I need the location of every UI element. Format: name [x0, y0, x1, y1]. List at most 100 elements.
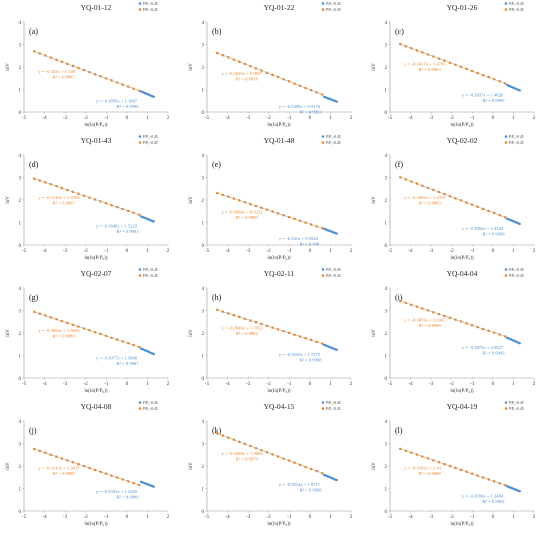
x-tick-label: 0	[309, 249, 312, 254]
x-tick-label: -1	[470, 515, 475, 520]
orange-point	[487, 329, 490, 333]
orange-point	[465, 470, 468, 474]
orange-point	[243, 442, 247, 446]
chart-panel-yq-01-12: YQ-01-12 (a) 0 1 2 3 4 -5 -4 -3 -2 -1 0 1 2 ln(ln(P/P₀)…	[6, 2, 170, 128]
x-tick-label: 1	[329, 249, 332, 254]
panel-label: (h)	[212, 293, 222, 302]
y-tick-label: 0	[202, 244, 205, 249]
y-tick-label: 4	[385, 21, 388, 26]
chart-title: YQ-02-11	[264, 269, 295, 278]
orange-point	[71, 190, 75, 194]
blue-equation: y = -0.3873x + 2.0527	[462, 345, 504, 350]
y-tick-label: 1	[202, 221, 205, 226]
orange-point	[132, 211, 135, 215]
y-tick-label: 1	[385, 354, 388, 359]
y-tick-label: 4	[385, 154, 388, 159]
orange-point	[216, 308, 219, 312]
orange-point	[432, 55, 435, 58]
orange-point	[137, 213, 141, 216]
orange-point	[320, 226, 324, 230]
orange-point	[465, 322, 468, 325]
orange-point	[38, 179, 42, 182]
orange-point	[476, 474, 479, 477]
orange-point	[410, 47, 413, 50]
chart-title: YQ-01-43	[81, 136, 112, 145]
orange-point	[126, 342, 130, 345]
orange-point	[399, 299, 402, 303]
x-tick-label: 2	[533, 515, 536, 520]
x-tick-label: -4	[408, 116, 413, 121]
orange-point	[287, 331, 291, 335]
y-tick-label: 0	[385, 377, 388, 382]
orange-point	[49, 183, 53, 186]
orange-point	[432, 310, 435, 314]
panel-label: (l)	[395, 426, 403, 435]
orange-r2: R² = 0.9979	[236, 457, 259, 462]
orange-point	[415, 453, 419, 456]
orange-point	[93, 72, 97, 76]
x-tick-label: -2	[450, 116, 455, 121]
orange-point	[410, 180, 413, 183]
x-tick-label: 1	[329, 116, 332, 121]
orange-point	[309, 88, 313, 92]
blue-equation: y = -0.3814x + 1.8711	[279, 482, 321, 487]
orange-point	[44, 181, 47, 184]
legend-label-orange: P/P₀<0.45	[509, 8, 524, 12]
x-tick-label: -4	[42, 382, 47, 387]
orange-point	[271, 326, 274, 329]
orange-point	[232, 197, 236, 200]
orange-point	[249, 202, 252, 206]
x-tick-label: 2	[533, 249, 536, 254]
x-tick-label: 1	[146, 116, 149, 121]
orange-point	[44, 314, 47, 317]
orange-point	[66, 188, 69, 192]
orange-point	[115, 81, 119, 84]
x-tick-label: -1	[287, 249, 292, 254]
legend-label-orange: P/P₀<0.45	[509, 407, 524, 411]
orange-point	[121, 478, 124, 481]
orange-point	[448, 61, 452, 64]
orange-equation: y = -0.2946x + 1.7053	[221, 326, 263, 331]
legend-label-orange: P/P₀<0.45	[326, 8, 341, 12]
orange-point	[33, 447, 36, 451]
orange-point	[265, 208, 269, 211]
blue-equation: y = -0.3502x + 1.5405	[96, 489, 138, 494]
y-tick-label: 2	[385, 465, 388, 470]
x-axis-label: ln(ln(P/P₀))	[267, 256, 290, 261]
orange-point	[304, 465, 307, 469]
y-axis-label: lnV	[6, 462, 11, 470]
orange-point	[315, 225, 318, 228]
orange-point	[271, 210, 274, 213]
orange-point	[254, 321, 258, 324]
blue-point	[335, 348, 338, 352]
legend-marker-orange	[504, 407, 508, 410]
blue-point	[152, 352, 155, 356]
orange-r2: R² = 0.9982	[236, 331, 259, 336]
chart-panel-yq-02-07: YQ-02-07 (g) 0 1 2 3 4 -5 -4 -3 -2 -1 0 1 2 ln(ln(P/P₀)…	[6, 268, 170, 394]
orange-point	[232, 58, 236, 61]
orange-point	[399, 42, 402, 46]
y-tick-label: 1	[385, 88, 388, 93]
orange-point	[410, 451, 413, 454]
y-tick-label: 0	[202, 377, 205, 382]
orange-point	[287, 459, 291, 462]
orange-point	[221, 310, 225, 313]
orange-point	[309, 467, 313, 471]
x-tick-label: -5	[388, 515, 393, 520]
legend-marker-orange	[504, 8, 508, 11]
orange-point	[49, 453, 53, 456]
orange-point	[99, 75, 102, 78]
y-tick-label: 1	[202, 88, 205, 93]
orange-point	[88, 196, 91, 199]
orange-point	[38, 449, 42, 453]
x-axis-label: ln(ln(P/P₀))	[84, 123, 107, 128]
orange-point	[498, 213, 501, 217]
x-tick-label: 2	[350, 249, 353, 254]
blue-equation: y = -0.3859x + 1.1807	[96, 99, 138, 104]
orange-equation: y = -0.3062x + 1.5636	[38, 328, 80, 333]
orange-point	[71, 323, 75, 327]
orange-point	[503, 216, 507, 219]
blue-point	[335, 478, 338, 482]
orange-point	[454, 466, 457, 470]
x-tick-label: 0	[309, 382, 312, 387]
